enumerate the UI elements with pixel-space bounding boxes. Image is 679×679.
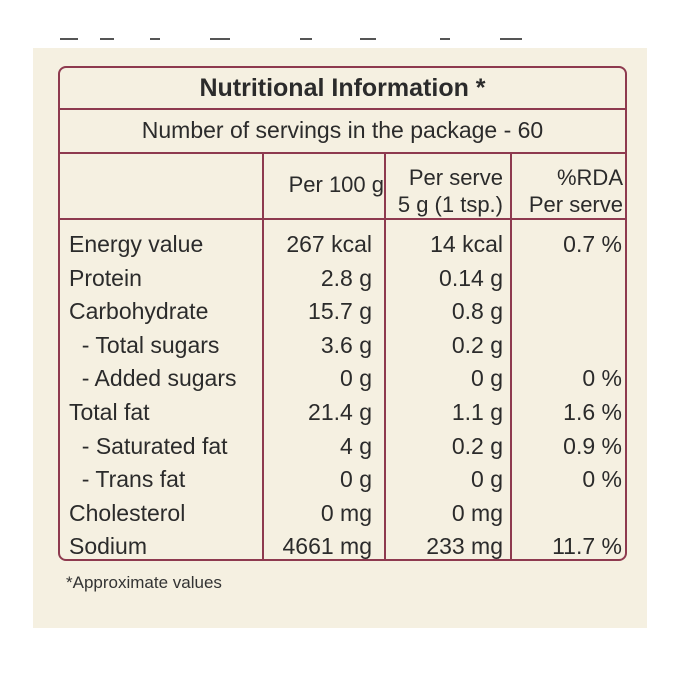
header-per-100g: Per 100 g: [288, 172, 384, 197]
rda-value: 0 %: [582, 466, 622, 493]
table-title: Nutritional Information *: [60, 68, 625, 110]
cropped-text-fragment: [60, 36, 560, 42]
rda-value: 11.7 %: [552, 533, 622, 560]
per-serve-value: 233 mg: [426, 533, 503, 560]
per-serve-value: 0.2 g: [451, 331, 503, 358]
per-serve-value: 14 kcal: [430, 231, 503, 257]
nutrition-table: Nutritional Information * Number of serv…: [58, 66, 627, 561]
nutrient-name: - Saturated fat: [69, 432, 228, 459]
nutrient-name: Carbohydrate: [69, 298, 209, 325]
per-100g-value: 4661 mg: [282, 533, 372, 560]
nutrient-name: Cholesterol: [69, 499, 186, 526]
per-100g-value: 2.8 g: [320, 264, 372, 291]
rda-value: 0 %: [582, 365, 622, 392]
column-divider: [384, 154, 386, 559]
per-100g-value: 0 g: [340, 365, 372, 392]
per-serve-value: 0 g: [471, 365, 503, 392]
rda-value: 0.7 %: [563, 231, 622, 257]
table-row: Sodium 4661 mg 233 mg 11.7 %: [60, 530, 625, 560]
per-100g-value: 21.4 g: [308, 398, 372, 425]
per-serve-value: 1.1 g: [451, 398, 503, 425]
header-per-serve: Per serve 5 g (1 tsp.): [397, 165, 503, 217]
nutrient-name: - Trans fat: [69, 466, 186, 493]
nutrient-name: - Added sugars: [69, 365, 237, 392]
servings-row: Number of servings in the package - 60: [60, 108, 625, 154]
per-serve-value: 0.14 g: [439, 264, 503, 291]
per-100g-value: 0 g: [340, 466, 372, 493]
nutrient-name: Energy value: [69, 231, 204, 257]
footnote: *Approximate values: [66, 573, 222, 592]
table-row: - Added sugars 0 g 0 g 0 %: [60, 362, 625, 396]
rda-value: 0.9 %: [563, 432, 622, 459]
per-100g-value: 4 g: [340, 432, 372, 459]
per-serve-value: 0 g: [471, 466, 503, 493]
table-row: - Total sugars 3.6 g 0.2 g: [60, 329, 625, 363]
nutrient-name: Sodium: [69, 533, 147, 560]
nutrient-rows: Energy value 267 kcal 14 kcal 0.7 % Prot…: [60, 228, 625, 560]
table-row: Cholesterol 0 mg 0 mg: [60, 497, 625, 531]
per-100g-value: 267 kcal: [286, 231, 372, 257]
header-divider: [60, 218, 625, 220]
table-row: Carbohydrate 15.7 g 0.8 g: [60, 295, 625, 329]
table-row: Total fat 21.4 g 1.1 g 1.6 %: [60, 396, 625, 430]
per-100g-value: 3.6 g: [320, 331, 372, 358]
label-background: [33, 48, 647, 628]
per-serve-value: 0 mg: [451, 499, 503, 526]
table-row: - Trans fat 0 g 0 g 0 %: [60, 463, 625, 497]
table-row: Protein 2.8 g 0.14 g: [60, 262, 625, 296]
per-100g-value: 0 mg: [320, 499, 372, 526]
per-serve-value: 0.8 g: [451, 298, 503, 325]
rda-value: 1.6 %: [563, 398, 622, 425]
table-row: Energy value 267 kcal 14 kcal 0.7 %: [60, 228, 625, 262]
column-divider: [510, 154, 512, 559]
table-row: - Saturated fat 4 g 0.2 g 0.9 %: [60, 430, 625, 464]
nutrient-name: - Total sugars: [69, 331, 220, 358]
per-serve-value: 0.2 g: [451, 432, 503, 459]
header-rda: %RDA Per serve: [528, 165, 623, 217]
per-100g-value: 15.7 g: [308, 298, 372, 325]
nutrient-name: Total fat: [69, 398, 150, 425]
nutrient-name: Protein: [69, 264, 142, 291]
column-divider: [262, 154, 264, 559]
